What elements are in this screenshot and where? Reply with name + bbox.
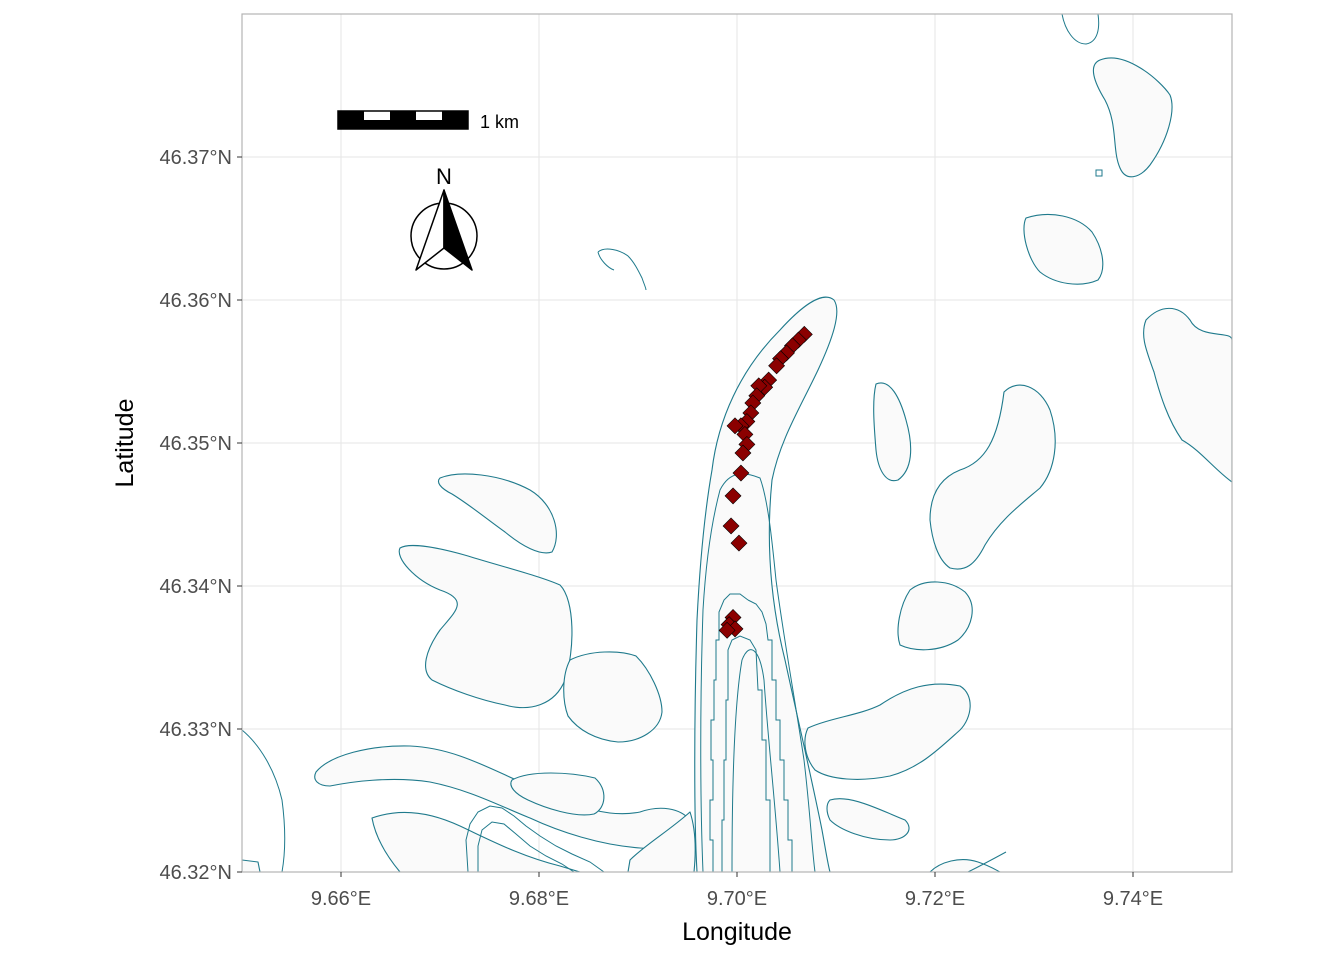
ridge-step-contour-left [709, 593, 749, 872]
x-tick-label: 9.74°E [1103, 888, 1163, 910]
y-tick-label: 46.34°N [160, 576, 233, 598]
contour-layer [242, 14, 1232, 872]
ridge-step-contour-right [747, 599, 793, 872]
ridge-outer-contour [694, 296, 838, 872]
scale-bar-label: 1 km [480, 112, 519, 132]
contour-lower-right-line [967, 851, 1007, 872]
contour-right-small-lobe [873, 382, 912, 482]
x-tick-label: 9.72°E [905, 888, 965, 910]
contour-lower-right-bottom [929, 859, 1001, 872]
observation-point [768, 357, 786, 375]
observation-point [726, 417, 744, 435]
contour-upper-right-blob [1092, 57, 1173, 178]
x-tick-label: 9.68°E [509, 888, 569, 910]
contour-tiny-square [1095, 169, 1103, 177]
contour-small-lower [510, 772, 605, 816]
observation-point [718, 621, 736, 639]
contour-lower-right-band [804, 683, 971, 780]
contour-right-elongated [929, 384, 1056, 570]
north-arrow-icon: N [410, 164, 478, 271]
x-axis-title: Longitude [682, 918, 792, 946]
contour-right-edge-1 [1143, 307, 1232, 483]
contour-right-lower-blob [897, 581, 973, 651]
y-axis: 46.32°N 46.33°N 46.34°N 46.35°N 46.36°N 46.37… [160, 147, 242, 884]
y-tick-label: 46.32°N [160, 862, 233, 884]
y-axis-title: Latitude [111, 399, 139, 488]
contour-lower-left-ridge [371, 811, 581, 872]
contour-bottom-lobe [627, 811, 696, 872]
x-tick-label: 9.66°E [311, 888, 371, 910]
contour-left-lobe-2 [398, 545, 573, 709]
observation-point [722, 517, 740, 535]
contour-left-lobe-1 [437, 473, 557, 554]
y-tick-label: 46.36°N [160, 290, 233, 312]
contour-small-upper [597, 248, 647, 291]
contour-top-right-line [1061, 14, 1100, 45]
contour-mid-right-blob [1023, 213, 1104, 285]
contour-lower-left-stepped [465, 805, 605, 872]
observation-point [730, 534, 748, 552]
ridge-step-contour-inner [721, 635, 771, 872]
y-tick-label: 46.37°N [160, 147, 233, 169]
ridge-valley-contour [731, 649, 781, 872]
observation-point [734, 444, 752, 462]
y-tick-label: 46.35°N [160, 433, 233, 455]
contour-far-left [242, 729, 286, 872]
x-tick-label: 9.70°E [707, 888, 767, 910]
observation-points [718, 325, 813, 639]
north-arrow-label: N [436, 164, 452, 189]
scale-bar: 1 km [337, 110, 519, 132]
contour-left-lobe-3 [563, 651, 663, 743]
ridge-inner-contour [700, 473, 816, 872]
observation-point [732, 464, 750, 482]
contour-lower-right-small [826, 798, 910, 841]
observation-point [724, 487, 742, 505]
x-axis: 9.66°E 9.68°E 9.70°E 9.72°E 9.74°E [311, 872, 1163, 910]
y-tick-label: 46.33°N [160, 719, 233, 741]
contour-far-left-small [242, 859, 261, 872]
